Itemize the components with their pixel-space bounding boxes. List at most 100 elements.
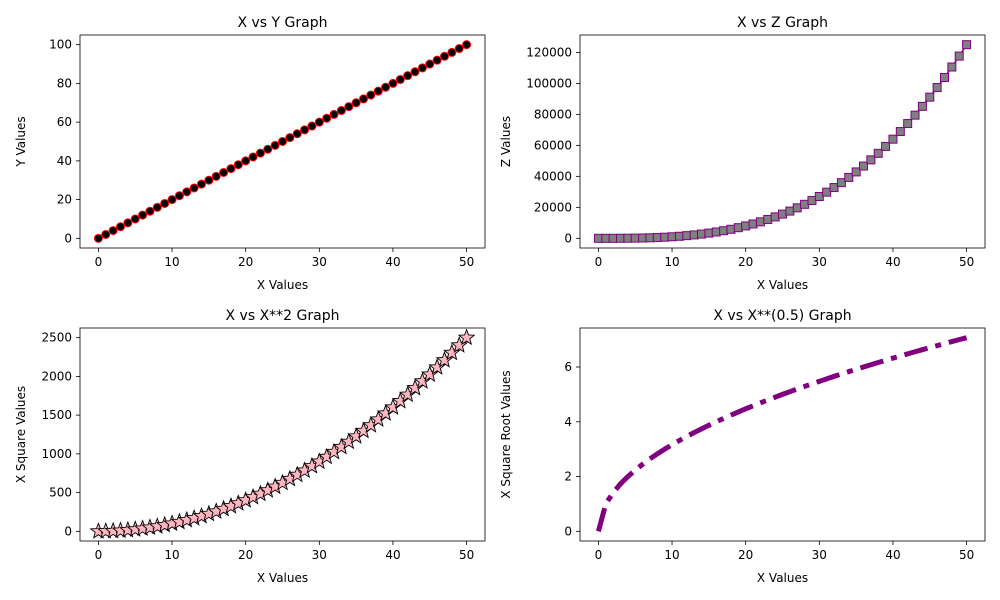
x-tick-label: 20 (238, 255, 253, 269)
x-tick-label: 0 (595, 548, 603, 562)
x-tick-label: 10 (164, 255, 179, 269)
y-tick-label: 0 (64, 231, 72, 245)
axes-frame (579, 34, 986, 249)
data-point (462, 40, 472, 50)
data-point (601, 233, 611, 243)
data-point (689, 230, 699, 240)
x-tick-label: 30 (812, 255, 827, 269)
x-tick-label: 50 (459, 548, 474, 562)
x-tick-label: 30 (812, 548, 827, 562)
data-point (888, 134, 898, 144)
chart-title: X vs X**2 Graph (226, 308, 340, 324)
data-point (204, 175, 214, 185)
x-tick-label: 40 (885, 255, 900, 269)
data-point (829, 183, 839, 193)
data-point (711, 227, 721, 237)
y-tick-label: 80000 (534, 107, 572, 121)
y-tick-label: 2500 (41, 331, 72, 345)
data-point (593, 233, 603, 243)
data-point (616, 233, 625, 243)
series-line (98, 337, 468, 533)
data-point (866, 155, 876, 165)
x-tick-label: 20 (738, 255, 753, 269)
x-axis-label: X Values (757, 278, 808, 292)
y-tick-label: 40 (57, 154, 72, 168)
y-axis-label: Z Values (499, 116, 513, 167)
subplot-3: X vs X**2 Graph X Values X Square Values 0 1… (14, 308, 486, 585)
data-point (881, 141, 891, 151)
data-point (440, 51, 449, 61)
data-point (748, 219, 758, 229)
x-axis-label: X Values (257, 278, 308, 292)
data-point (395, 75, 405, 85)
data-point (704, 228, 714, 238)
data-point (645, 233, 655, 243)
axes-frame (579, 327, 986, 542)
data-point (770, 212, 780, 222)
x-tick-label: 0 (95, 255, 103, 269)
data-point (403, 71, 413, 81)
data-point (182, 187, 192, 197)
x-tick-label: 30 (312, 255, 327, 269)
y-axis-label: X Square Values (14, 386, 28, 483)
data-point (450, 336, 469, 353)
x-tick-label: 0 (95, 548, 103, 562)
data-point (623, 233, 633, 243)
data-point (417, 63, 427, 73)
data-point (719, 226, 729, 236)
data-point (307, 121, 317, 131)
data-point (167, 195, 177, 205)
data-point (270, 140, 280, 150)
subplot-1: X vs Y Graph X Values Y Values 0 10 20 30 40 50 0… (14, 15, 486, 292)
data-point (130, 214, 140, 224)
y-tick-label: 20000 (534, 200, 572, 214)
data-point (93, 233, 103, 243)
data-point (947, 62, 957, 72)
data-point (836, 178, 846, 188)
series-line (598, 44, 968, 240)
y-tick-label: 0 (564, 231, 572, 245)
x-axis-label: X Values (257, 571, 308, 585)
data-point (660, 232, 670, 242)
x-tick-label: 30 (312, 548, 327, 562)
data-point (160, 198, 170, 208)
x-tick-label: 0 (595, 255, 603, 269)
y-tick-label: 2000 (41, 369, 72, 383)
data-point (211, 171, 221, 181)
y-tick-label: 100 (49, 38, 72, 52)
y-tick-label: 6 (564, 360, 572, 374)
y-tick-label: 1500 (41, 408, 72, 422)
data-point (932, 83, 942, 93)
data-point (116, 222, 125, 232)
chart-title: X vs X**(0.5) Graph (713, 308, 851, 324)
data-point (233, 160, 243, 170)
y-tick-label: 0 (64, 524, 72, 538)
data-point (674, 231, 684, 241)
data-point (454, 44, 464, 54)
data-point (219, 167, 229, 177)
data-point (138, 210, 148, 220)
x-tick-label: 20 (738, 548, 753, 562)
y-tick-label: 120000 (526, 45, 572, 59)
data-point (726, 224, 736, 234)
data-point (174, 191, 184, 201)
y-tick-label: 1000 (41, 447, 72, 461)
data-point (940, 72, 949, 82)
data-point (733, 223, 743, 233)
x-tick-label: 10 (664, 255, 679, 269)
data-point (123, 218, 133, 228)
data-point (895, 127, 905, 137)
data-point (388, 78, 398, 88)
data-point (800, 199, 810, 209)
subplot-4: X vs X**(0.5) Graph X Values X Square Root… (499, 308, 986, 585)
chart-title: X vs Z Graph (737, 15, 828, 31)
y-tick-label: 20 (57, 193, 72, 207)
data-point (329, 109, 339, 119)
x-tick-label: 50 (959, 548, 974, 562)
data-point (278, 137, 287, 146)
y-tick-label: 4 (564, 415, 572, 429)
data-point (447, 47, 457, 57)
data-point (697, 229, 706, 239)
data-point (457, 328, 476, 346)
